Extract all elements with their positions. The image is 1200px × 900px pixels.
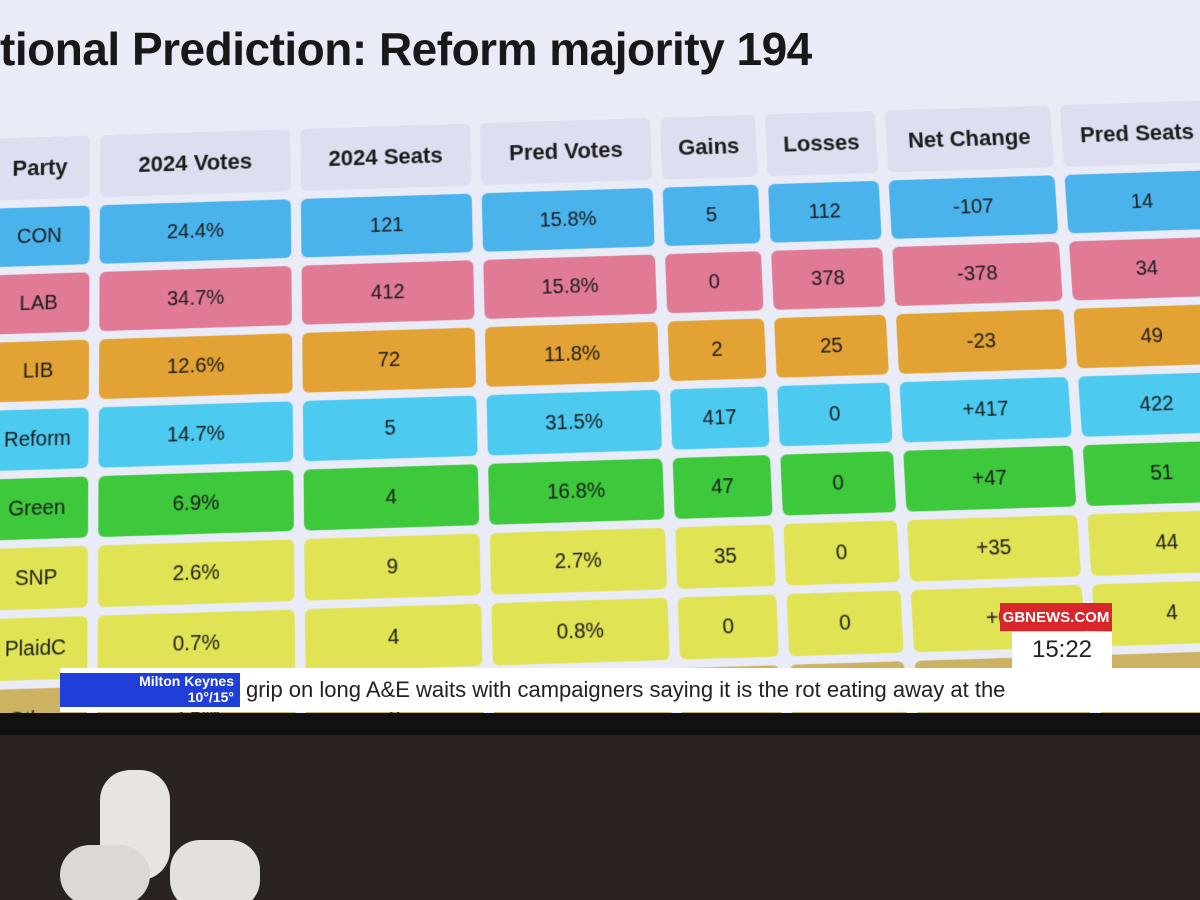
data-cell: -378 xyxy=(892,242,1063,306)
data-cell: -23 xyxy=(896,309,1067,374)
data-cell: 16.8% xyxy=(488,458,664,524)
column-header: Net Change xyxy=(885,105,1054,172)
data-cell: 12.6% xyxy=(99,333,293,399)
data-cell: 31.5% xyxy=(486,390,662,456)
ticker-text: grip on long A&E waits with campaigners … xyxy=(246,677,1005,703)
data-cell: 14 xyxy=(1064,170,1200,233)
data-cell: 2.6% xyxy=(98,539,295,607)
clock: 15:22 xyxy=(1012,632,1112,668)
column-header: 2024 Seats xyxy=(300,124,471,191)
data-cell: 25 xyxy=(774,315,889,378)
data-cell: 2.7% xyxy=(490,528,667,595)
data-cell: 378 xyxy=(771,247,885,310)
data-cell: 15.8% xyxy=(482,188,655,252)
data-cell: 0 xyxy=(665,251,764,313)
data-cell: 0 xyxy=(678,594,779,659)
party-cell: LAB xyxy=(0,272,89,334)
data-cell: 34 xyxy=(1069,237,1200,301)
data-cell: 35 xyxy=(675,524,776,589)
data-cell: 5 xyxy=(663,185,761,247)
data-cell: +417 xyxy=(900,377,1072,443)
data-cell: +35 xyxy=(907,515,1081,582)
data-cell: 412 xyxy=(302,260,475,325)
data-cell: 15.8% xyxy=(483,255,657,320)
data-cell: 2 xyxy=(668,318,767,381)
page: tional Prediction: Reform majority 194 P… xyxy=(0,0,1200,900)
data-cell: 0 xyxy=(777,383,892,447)
weather-location: Milton Keynes xyxy=(60,673,234,689)
data-cell: 112 xyxy=(768,181,882,243)
data-cell: 9 xyxy=(304,534,481,601)
data-cell: 34.7% xyxy=(99,266,292,331)
candle xyxy=(60,845,150,900)
column-header: Pred Seats xyxy=(1060,100,1200,167)
data-cell: 5 xyxy=(303,396,478,462)
party-cell: CON xyxy=(0,206,90,268)
candle xyxy=(170,840,260,900)
data-cell: 44 xyxy=(1087,510,1200,576)
data-cell: +47 xyxy=(903,446,1076,512)
data-cell: 11.8% xyxy=(485,322,660,387)
data-cell: 47 xyxy=(673,455,773,519)
data-cell: 72 xyxy=(302,328,476,393)
data-cell: 121 xyxy=(301,194,473,258)
column-header: Party xyxy=(0,136,90,201)
candles xyxy=(60,760,280,900)
data-cell: 0 xyxy=(783,520,900,585)
data-cell: 417 xyxy=(670,386,770,449)
column-header: Gains xyxy=(660,115,758,180)
party-cell: Reform xyxy=(0,408,89,472)
data-cell: 4 xyxy=(304,464,480,530)
news-ticker: Milton Keynes 10°/15° grip on long A&E w… xyxy=(60,668,1200,712)
data-cell: 6.9% xyxy=(98,470,294,537)
data-cell: 0 xyxy=(780,451,896,515)
column-header: Losses xyxy=(765,111,878,176)
column-header: Pred Votes xyxy=(480,118,652,185)
data-cell: 4 xyxy=(305,604,482,672)
channel-logo: GBNEWS.COM xyxy=(1000,603,1112,631)
party-cell: SNP xyxy=(0,546,88,611)
column-header: 2024 Votes xyxy=(100,129,291,197)
data-cell: 14.7% xyxy=(99,401,294,467)
data-cell: -107 xyxy=(889,175,1059,239)
data-cell: 49 xyxy=(1073,304,1200,368)
tv-screen: tional Prediction: Reform majority 194 P… xyxy=(0,0,1200,735)
title: tional Prediction: Reform majority 194 xyxy=(0,22,812,76)
data-cell: 24.4% xyxy=(100,199,292,264)
party-cell: LIB xyxy=(0,340,89,403)
data-cell: 0 xyxy=(786,590,903,656)
party-cell: Green xyxy=(0,476,88,540)
weather-box: Milton Keynes 10°/15° xyxy=(60,673,240,707)
data-cell: 422 xyxy=(1078,372,1200,437)
data-cell: 0.8% xyxy=(491,598,669,666)
weather-temps: 10°/15° xyxy=(60,689,234,705)
data-cell: 51 xyxy=(1083,440,1200,506)
